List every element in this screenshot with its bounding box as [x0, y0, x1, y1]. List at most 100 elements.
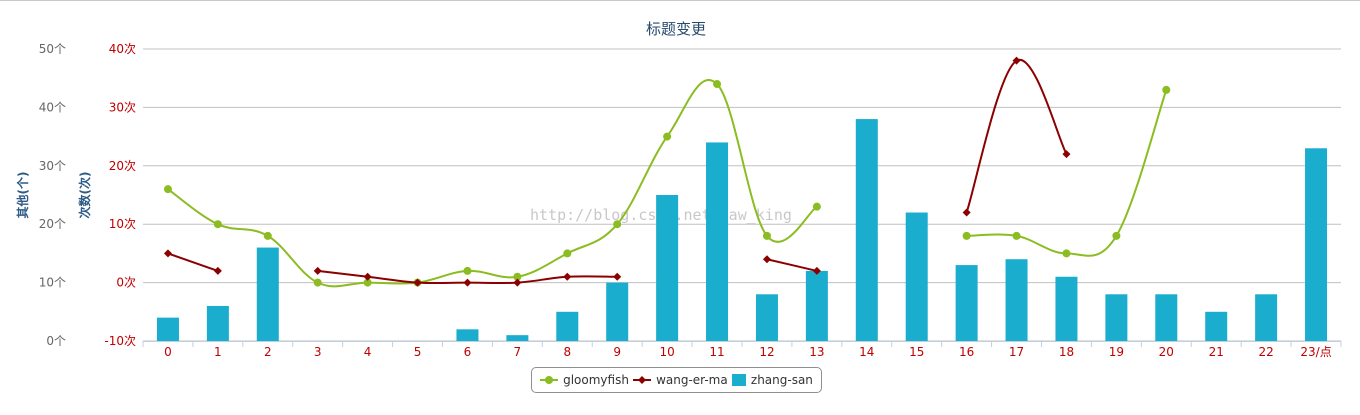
bar-zhang-san	[456, 329, 479, 341]
series-line-wang-er-ma	[965, 58, 1068, 213]
bar-zhang-san	[905, 212, 928, 341]
x-tick-label: 22	[1258, 345, 1273, 359]
bar-zhang-san	[1155, 294, 1178, 341]
y-tick-label-inner: 30次	[109, 100, 136, 114]
point-gloomyfish	[962, 231, 971, 240]
y-tick-label-inner: 20次	[109, 159, 136, 173]
point-gloomyfish	[163, 185, 172, 194]
point-gloomyfish	[313, 278, 322, 287]
point-wang-er-ma	[163, 249, 172, 258]
x-tick-label: 9	[613, 345, 621, 359]
point-wang-er-ma	[413, 278, 422, 287]
x-tick-label: 16	[959, 345, 974, 359]
x-tick-label: 3	[314, 345, 322, 359]
legend-label: zhang-san	[750, 373, 813, 387]
point-wang-er-ma	[1062, 150, 1071, 159]
bar-zhang-san	[606, 282, 629, 341]
legend-line-diamond-icon	[633, 376, 652, 384]
point-gloomyfish	[1012, 231, 1021, 240]
y-tick-label-inner: 0次	[116, 276, 136, 290]
y-axis-title-outer: 其他(个)	[15, 172, 30, 219]
point-gloomyfish	[812, 202, 821, 211]
point-wang-er-ma	[363, 272, 372, 281]
point-gloomyfish	[1062, 249, 1071, 258]
x-tick-label: 13	[809, 345, 824, 359]
y-tick-label-outer: 30个	[39, 159, 66, 173]
bar-zhang-san	[755, 294, 778, 341]
point-gloomyfish	[713, 80, 722, 89]
point-gloomyfish	[762, 231, 771, 240]
x-tick-label: 1	[214, 345, 222, 359]
bar-zhang-san	[805, 270, 828, 341]
y-tick-label-outer: 40个	[39, 100, 66, 114]
point-wang-er-ma	[962, 208, 971, 217]
point-wang-er-ma	[313, 266, 322, 275]
point-wang-er-ma	[762, 255, 771, 264]
x-tick-label: 10	[659, 345, 674, 359]
bar-zhang-san	[1255, 294, 1278, 341]
point-wang-er-ma	[563, 272, 572, 281]
x-tick-label: 21	[1209, 345, 1224, 359]
x-tick-label: 4	[364, 345, 372, 359]
legend-item-wang-er-ma[interactable]: wang-er-ma	[633, 373, 728, 387]
legend-item-zhang-san[interactable]: zhang-san	[731, 373, 813, 387]
bar-zhang-san	[1105, 294, 1128, 341]
point-gloomyfish	[513, 272, 522, 281]
y-tick-label-outer: 0个	[46, 334, 66, 348]
point-wang-er-ma	[1012, 56, 1021, 65]
y-tick-label-inner: -10次	[104, 334, 136, 348]
x-tick-label: 5	[414, 345, 422, 359]
bar-zhang-san	[1055, 276, 1078, 341]
x-tick-label: 18	[1059, 345, 1074, 359]
x-tick-label: 20	[1159, 345, 1174, 359]
legend: gloomyfish wang-er-ma zhang-san	[531, 367, 822, 393]
legend-label: wang-er-ma	[656, 373, 728, 387]
y-tick-label-outer: 10个	[39, 276, 66, 290]
y-tick-label-outer: 50个	[39, 42, 66, 56]
bar-zhang-san	[855, 119, 878, 341]
bar-zhang-san	[206, 305, 229, 341]
bar-zhang-san	[156, 317, 179, 341]
x-tick-label: 12	[759, 345, 774, 359]
x-tick-label: 6	[464, 345, 472, 359]
point-gloomyfish	[1162, 85, 1171, 94]
x-tick-label: 7	[514, 345, 522, 359]
legend-line-circle-icon	[540, 376, 559, 384]
point-gloomyfish	[663, 132, 672, 141]
x-tick-label: 14	[859, 345, 874, 359]
bar-zhang-san	[556, 311, 579, 341]
x-tick-label: 17	[1009, 345, 1024, 359]
legend-bar-icon	[731, 374, 746, 386]
point-gloomyfish	[363, 278, 372, 287]
legend-label: gloomyfish	[563, 373, 629, 387]
y-tick-label-inner: 40次	[109, 42, 136, 56]
y-axis-title-inner: 次数(次)	[77, 172, 92, 219]
bar-zhang-san	[706, 142, 729, 341]
point-gloomyfish	[563, 249, 572, 258]
x-tick-label: 2	[264, 345, 272, 359]
point-wang-er-ma	[513, 278, 522, 287]
bar-zhang-san	[955, 265, 978, 341]
legend-item-gloomyfish[interactable]: gloomyfish	[540, 373, 629, 387]
x-tick-label: 15	[909, 345, 924, 359]
series-line-gloomyfish	[966, 89, 1168, 257]
bar-zhang-san	[1205, 311, 1228, 341]
point-gloomyfish	[1112, 231, 1121, 240]
series-line-wang-er-ma	[766, 258, 818, 272]
bar-zhang-san	[1305, 148, 1328, 341]
point-wang-er-ma	[213, 266, 222, 275]
point-wang-er-ma	[812, 266, 821, 275]
x-tick-label: 19	[1109, 345, 1124, 359]
bar-zhang-san	[506, 335, 529, 341]
point-wang-er-ma	[613, 272, 622, 281]
point-gloomyfish	[263, 231, 272, 240]
bar-zhang-san	[656, 195, 679, 341]
top-border	[0, 0, 1360, 1]
x-tick-label: 23/点	[1300, 345, 1331, 359]
bar-zhang-san	[1005, 259, 1028, 341]
bar-zhang-san	[256, 247, 279, 341]
point-wang-er-ma	[463, 278, 472, 287]
x-tick-label: 0	[164, 345, 172, 359]
x-tick-label: 11	[709, 345, 724, 359]
